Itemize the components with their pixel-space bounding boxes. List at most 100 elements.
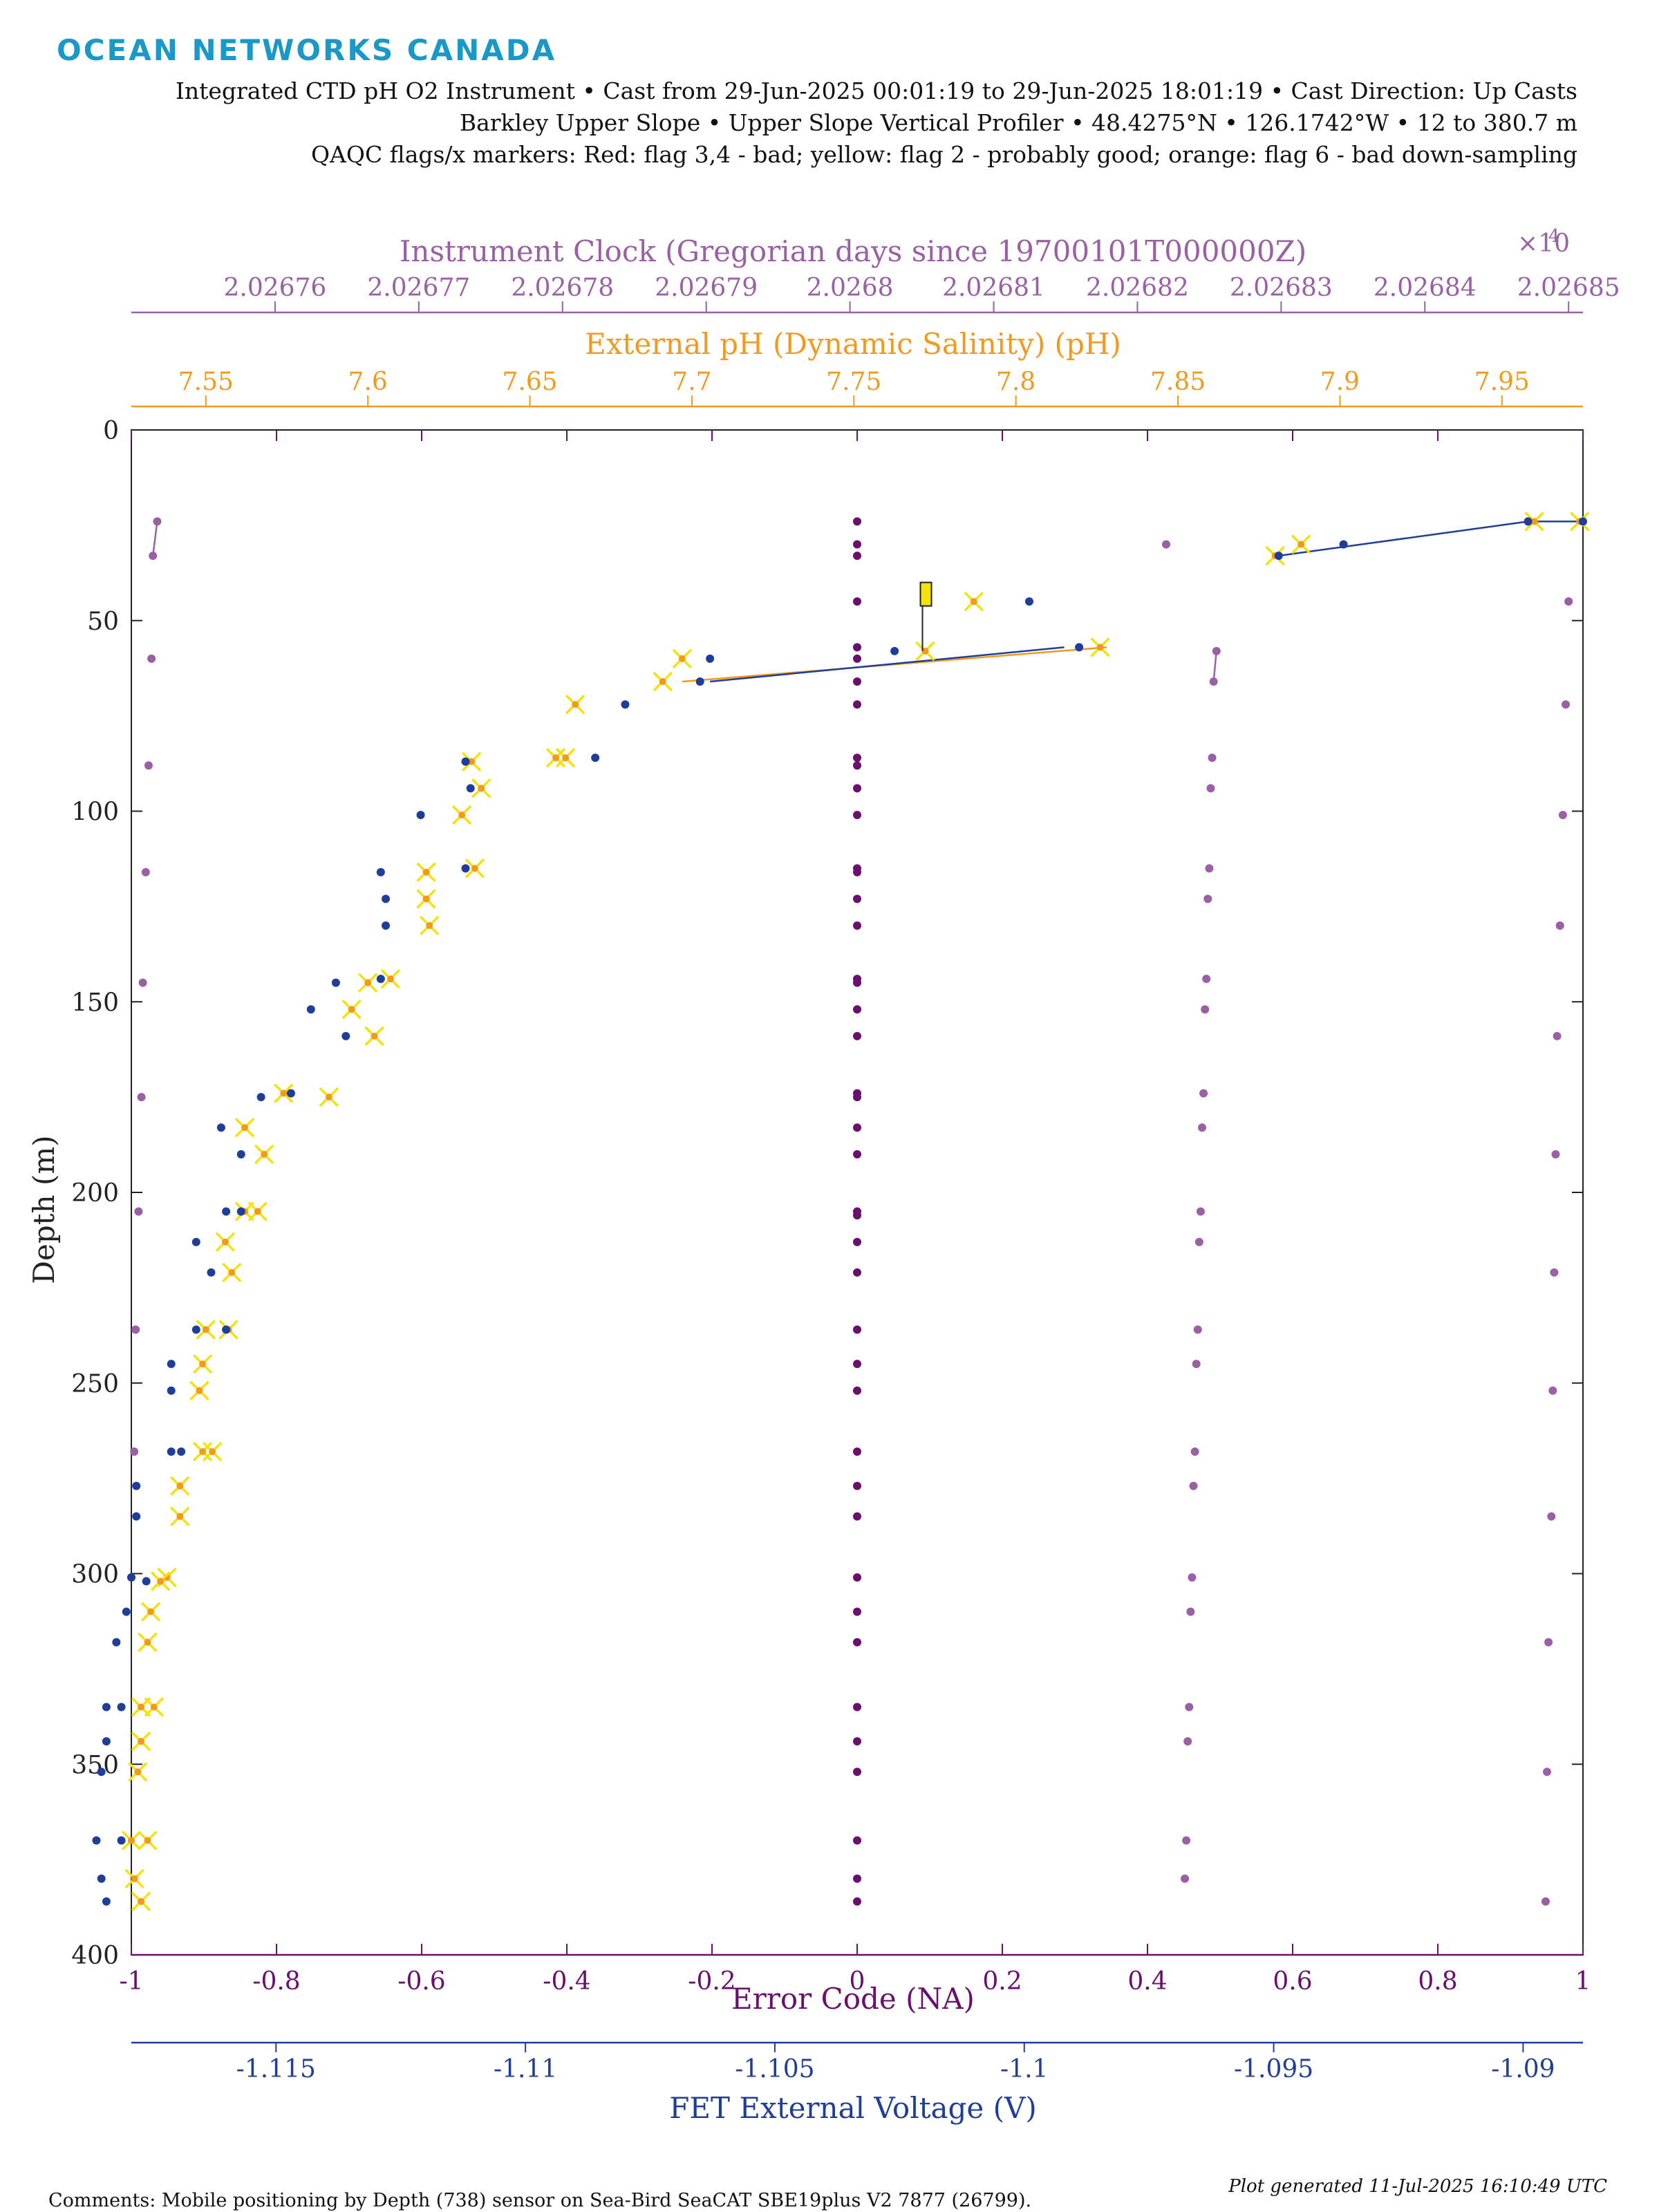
fet-point — [127, 1573, 135, 1582]
fet-point — [256, 1093, 265, 1102]
ph-point — [1297, 541, 1305, 548]
ph-point — [572, 701, 579, 709]
clock-point — [134, 1207, 143, 1216]
clock-point — [1182, 1836, 1191, 1845]
error-point — [853, 1031, 861, 1040]
fet-point — [177, 1447, 186, 1456]
y-tick-label: 350 — [71, 1751, 119, 1779]
clock-point — [147, 654, 156, 663]
error-tick-label: -1 — [119, 1967, 143, 1996]
clock-tick-label: 2.02681 — [942, 274, 1045, 302]
clock-point — [1201, 1005, 1210, 1014]
clock-point — [1196, 1207, 1205, 1216]
error-point — [853, 551, 861, 560]
y-tick-label: 300 — [71, 1561, 119, 1589]
fet-point — [191, 1237, 200, 1246]
clock-point — [141, 868, 150, 877]
clock-point — [1190, 1447, 1199, 1456]
error-point — [853, 1897, 861, 1906]
fet-tick-label: -1.09 — [1491, 2055, 1555, 2083]
fet-axis-label: FET External Voltage (V) — [669, 2091, 1037, 2125]
error-tick-label: -0.8 — [252, 1967, 300, 1996]
clock-point — [130, 1447, 139, 1456]
fet-point — [890, 646, 899, 655]
error-point — [853, 1768, 861, 1777]
clock-point — [1212, 646, 1221, 655]
error-point — [853, 868, 861, 877]
error-point — [853, 784, 861, 793]
error-point — [853, 677, 861, 686]
ph-point — [1096, 644, 1104, 651]
ph-tick-label: 7.9 — [1320, 368, 1360, 396]
y-tick-label: 100 — [71, 798, 119, 827]
clock-point — [1206, 784, 1215, 793]
error-point — [853, 753, 861, 762]
y-tick-label: 150 — [71, 988, 119, 1017]
clock-point — [1199, 1089, 1208, 1098]
fet-point — [142, 1577, 151, 1586]
error-point — [853, 1874, 861, 1883]
clock-point — [1209, 677, 1218, 686]
ph-point — [134, 1768, 142, 1776]
clock-axis-multiplier: ×10 — [1517, 229, 1570, 258]
clock-point — [1562, 700, 1571, 709]
ph-point — [471, 865, 478, 872]
ph-point — [659, 677, 666, 685]
clock-point — [149, 551, 158, 560]
fet-point — [1339, 540, 1348, 549]
error-point — [853, 1607, 861, 1616]
clock-tick-label: 2.02677 — [367, 274, 470, 302]
ph-point — [157, 1577, 165, 1585]
clock-series-line — [151, 521, 158, 556]
clock-point — [1547, 1512, 1556, 1521]
ph-point — [199, 1360, 207, 1368]
clock-axis-label: Instrument Clock (Gregorian days since 1… — [400, 234, 1306, 268]
error-point — [853, 540, 861, 549]
ph-point — [468, 758, 476, 765]
ph-point — [422, 868, 430, 876]
error-point — [853, 597, 861, 606]
ph-point — [221, 1238, 229, 1246]
clock-tick-label: 2.0268 — [807, 274, 894, 302]
clock-point — [1186, 1607, 1195, 1616]
fet-point — [1274, 551, 1283, 560]
clock-point — [1183, 1737, 1192, 1746]
error-point — [853, 894, 861, 903]
error-point — [853, 1211, 861, 1220]
ph-point — [422, 895, 430, 903]
ph-tick-label: 7.8 — [996, 368, 1035, 396]
ph-point — [196, 1387, 203, 1394]
fet-point — [1024, 597, 1033, 606]
fet-point — [102, 1897, 111, 1906]
ph-point — [921, 647, 929, 655]
error-point — [853, 1093, 861, 1102]
clock-point — [1185, 1703, 1194, 1712]
ph-point — [552, 754, 560, 762]
fet-tick-label: -1.11 — [494, 2055, 557, 2083]
fet-point — [132, 1481, 141, 1490]
clock-tick-label: 2.02678 — [511, 274, 614, 302]
ph-point — [426, 921, 433, 929]
y-axis-label: Depth (m) — [27, 1135, 61, 1284]
fet-point — [236, 1150, 245, 1159]
fet-point — [207, 1268, 216, 1277]
ph-point — [128, 1837, 135, 1844]
clock-point — [1553, 1031, 1562, 1040]
ph-point — [678, 655, 686, 662]
clock-point — [1194, 1237, 1203, 1246]
error-point — [853, 1573, 861, 1582]
error-tick-label: 0.6 — [1273, 1967, 1312, 1996]
clock-point — [1548, 1386, 1557, 1395]
error-point — [853, 978, 861, 987]
error-point — [853, 1512, 861, 1521]
fet-point — [382, 921, 391, 930]
fet-point — [92, 1836, 101, 1845]
fet-point — [167, 1386, 176, 1395]
clock-point — [1193, 1325, 1202, 1334]
clock-point — [1550, 1268, 1559, 1277]
error-tick-label: 0 — [850, 1967, 865, 1996]
error-point — [853, 654, 861, 663]
ph-tick-label: 7.55 — [178, 368, 234, 396]
clock-tick-label: 2.02683 — [1230, 274, 1333, 302]
ph-point — [371, 1032, 378, 1040]
